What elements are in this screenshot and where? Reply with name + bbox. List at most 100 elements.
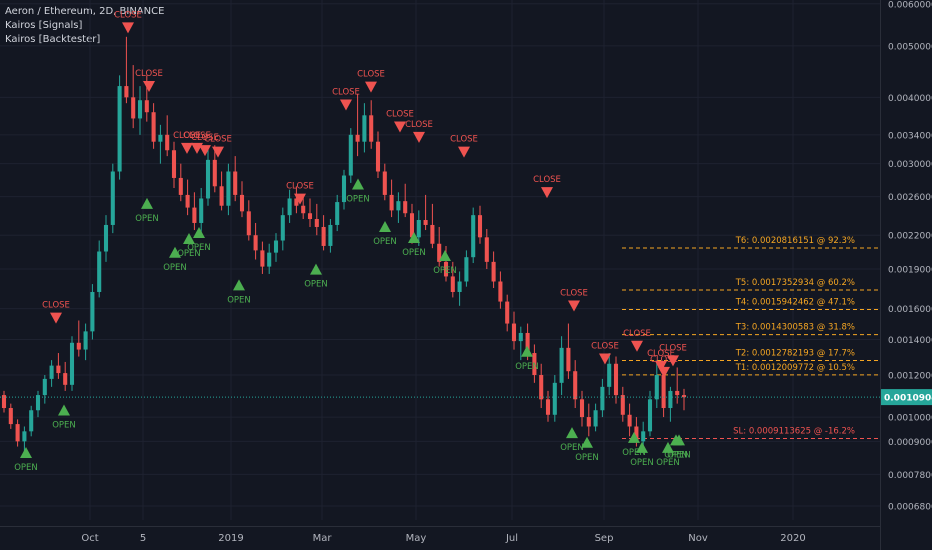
candle-body <box>389 194 394 211</box>
close-signal-arrow <box>212 146 224 158</box>
candle-body <box>355 134 360 142</box>
open-signal-label: OPEN <box>14 463 38 473</box>
price-tick-label: 0.00220000 <box>888 232 932 242</box>
close-signal-label: CLOSE <box>42 301 70 311</box>
target-label: T4: 0.0015942462 @ 47.1% <box>735 297 855 307</box>
close-signal-arrow <box>667 355 679 367</box>
time-axis[interactable]: Oct 5 2019 Mar May Jul Sep Nov 2020 <box>0 526 880 545</box>
close-signal-arrow <box>413 131 425 143</box>
candle-body <box>518 332 523 342</box>
candle-body <box>348 134 353 176</box>
open-signal-label: OPEN <box>664 450 688 460</box>
close-signal-label: CLOSE <box>386 109 414 119</box>
candle-body <box>131 97 136 119</box>
price-tick-label: 0.00160000 <box>888 305 932 315</box>
candle-body <box>661 375 666 409</box>
candle-body <box>219 186 224 206</box>
open-signal-label: OPEN <box>52 420 76 430</box>
open-signal-arrow <box>352 178 364 190</box>
indicator-signals-label[interactable]: Kairos [Signals] <box>5 20 83 31</box>
candle-body <box>675 390 680 396</box>
candle-body <box>144 100 149 113</box>
candle-body <box>668 390 673 409</box>
candle-body <box>233 171 238 195</box>
open-signal-label: OPEN <box>656 458 680 468</box>
grid <box>0 0 880 520</box>
open-signal-arrow <box>628 431 640 443</box>
open-signal-label: OPEN <box>177 249 201 259</box>
candle-body <box>171 150 177 178</box>
open-signal-label: OPEN <box>346 195 370 205</box>
target-label: T5: 0.0017352934 @ 60.2% <box>735 278 855 288</box>
price-tick-label: 0.00120000 <box>888 372 932 382</box>
candle-body <box>613 363 619 396</box>
candle-body <box>641 431 646 442</box>
open-signal-label: OPEN <box>163 263 187 273</box>
close-signal-arrow <box>294 193 306 205</box>
candle-body <box>185 194 190 208</box>
candle-body <box>647 399 653 432</box>
target-label: T1: 0.0012009772 @ 10.5% <box>735 363 855 373</box>
candle-body <box>341 175 347 203</box>
open-signal-arrow <box>521 345 533 357</box>
candle-body <box>681 395 687 398</box>
candle-body <box>246 211 251 236</box>
price-tick-label: 0.00090000 <box>888 438 932 448</box>
close-signal-arrow <box>50 312 62 324</box>
candle-body <box>477 215 483 238</box>
candle-body <box>511 323 517 342</box>
candle-body <box>321 226 326 246</box>
time-tick-label: Jul <box>505 533 518 544</box>
close-signal-label: CLOSE <box>204 135 232 145</box>
candle-body <box>443 261 449 277</box>
close-signal-arrow <box>568 300 580 312</box>
candle-body <box>56 365 61 374</box>
open-signal-label: OPEN <box>402 248 426 258</box>
candle-body <box>63 373 68 385</box>
candle-body <box>464 257 469 282</box>
indicator-backtester-label[interactable]: Kairos [Backtester] <box>5 34 101 45</box>
candle-body <box>328 224 333 246</box>
close-signal-arrow <box>143 81 155 93</box>
open-signal-arrow <box>566 427 578 439</box>
candle-body <box>335 202 340 225</box>
open-signal-arrow <box>141 197 153 209</box>
candle-body <box>498 281 503 302</box>
open-signal-arrow <box>408 232 420 244</box>
candle-body <box>35 395 41 411</box>
symbol-title[interactable]: Aeron / Ethereum, 2D, BINANCE <box>5 6 165 17</box>
candle-body <box>566 347 571 372</box>
candle-body <box>586 417 591 427</box>
close-signal-label: CLOSE <box>659 343 687 353</box>
candle-body <box>69 342 75 385</box>
candle-body <box>103 224 109 252</box>
open-signal-arrow <box>581 436 593 448</box>
time-tick-label: Mar <box>313 533 333 544</box>
close-signal-label: CLOSE <box>623 329 651 339</box>
close-signal-label: CLOSE <box>183 131 211 141</box>
candle-body <box>42 378 47 396</box>
candle-body <box>627 414 632 427</box>
target-label: T6: 0.0020816151 @ 92.3% <box>735 236 855 246</box>
candle-body <box>552 382 557 415</box>
close-signal-label: CLOSE <box>173 131 201 141</box>
price-tick-label: 0.00340000 <box>888 131 932 141</box>
candle-body <box>525 332 530 354</box>
candle-body <box>654 375 659 400</box>
candle-body <box>22 431 27 442</box>
open-signal-arrow <box>636 441 648 453</box>
candle-body <box>375 141 381 172</box>
candle-body <box>539 375 544 400</box>
close-signal-arrow <box>655 361 667 373</box>
candle-body <box>403 201 408 214</box>
candle-body <box>559 347 564 383</box>
candle-body <box>83 331 88 350</box>
open-signal-arrow <box>439 250 451 262</box>
candle-body <box>165 134 170 151</box>
price-tick-label: 0.00600000 <box>888 0 932 10</box>
chart-legend: Aeron / Ethereum, 2D, BINANCE Kairos [Si… <box>5 5 164 47</box>
close-signal-label: CLOSE <box>405 120 433 130</box>
candle-body <box>369 115 374 142</box>
